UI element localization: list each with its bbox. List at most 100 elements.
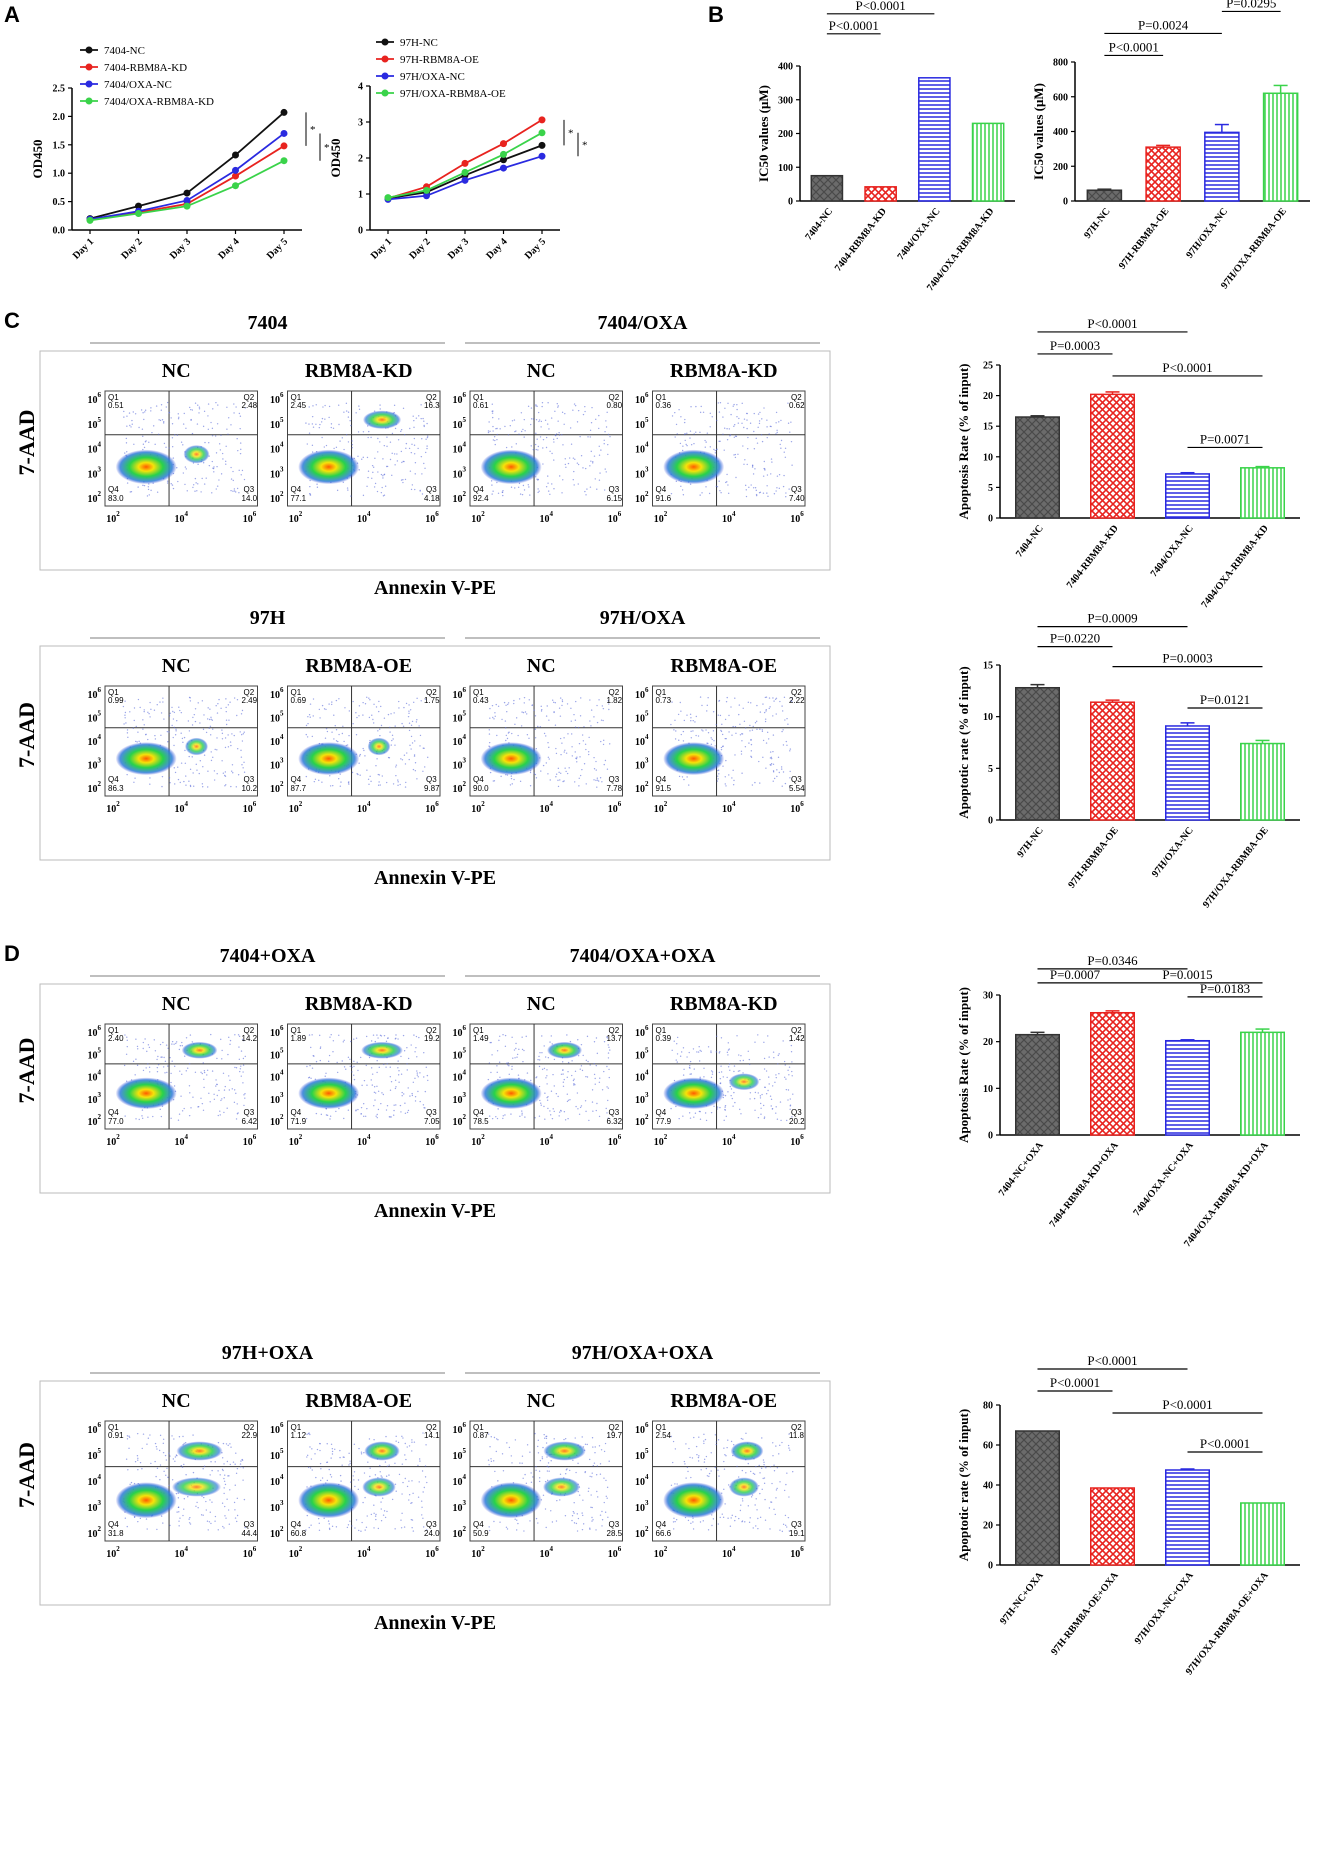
scatter-dot <box>225 1517 227 1519</box>
scatter-dot <box>237 774 240 776</box>
scatter-dot <box>427 756 429 759</box>
scatter-dot <box>570 733 573 735</box>
quadrant-label: Q4 <box>473 485 484 494</box>
x-tick-label: 102 <box>106 1133 120 1148</box>
scatter-dot <box>238 492 240 494</box>
scatter-dot <box>569 1040 572 1043</box>
scatter-dot <box>316 483 318 485</box>
scatter-dot <box>162 701 164 703</box>
scatter-dot <box>787 1099 789 1101</box>
scatter-dot <box>320 1479 322 1482</box>
scatter-dot <box>607 1099 609 1102</box>
x-tick-label: 104 <box>175 800 189 815</box>
scatter-dot <box>426 777 429 779</box>
scatter-dot <box>353 1065 355 1068</box>
y-tick-label: 106 <box>635 1421 649 1436</box>
scatter-dot <box>425 438 427 440</box>
scatter-dot <box>309 703 312 705</box>
scatter-dot <box>393 712 395 714</box>
scatter-dot <box>597 1496 599 1498</box>
scatter-dot <box>411 1519 414 1521</box>
scatter-dot <box>213 466 215 468</box>
scatter-dot <box>208 464 211 467</box>
scatter-dot <box>559 697 562 699</box>
scatter-dot <box>355 733 358 736</box>
scatter-dot <box>676 1483 678 1485</box>
scatter-dot <box>221 452 224 455</box>
scatter-dot <box>156 1467 159 1470</box>
scatter-dot <box>685 443 687 446</box>
scatter-dot <box>236 699 239 701</box>
scatter-dot <box>511 783 513 785</box>
scatter-dot <box>401 759 404 761</box>
scatter-dot <box>581 1528 584 1531</box>
scatter-dot <box>355 1519 358 1521</box>
scatter-dot <box>487 430 490 432</box>
scatter-dot <box>734 1515 737 1518</box>
quadrant-label: Q3 <box>426 775 437 784</box>
plot-subheader: RBM8A-KD <box>305 360 413 382</box>
quadrant-value: 2.22 <box>789 696 805 705</box>
scatter-dot <box>723 427 726 429</box>
scatter-dot <box>698 1110 701 1113</box>
quadrant-label: Q2 <box>244 1026 255 1035</box>
scatter-dot <box>365 1064 367 1067</box>
scatter-dot <box>557 767 560 770</box>
group-header: 7404/OXA+OXA <box>570 945 716 967</box>
scatter-dot <box>570 443 573 445</box>
scatter-dot <box>705 486 707 488</box>
scatter-dot <box>308 423 310 425</box>
scatter-dot <box>138 740 140 743</box>
scatter-dot <box>715 485 718 488</box>
x-tick-label: 104 <box>175 1133 189 1148</box>
scatter-dot <box>787 723 789 725</box>
scatter-dot <box>536 478 538 480</box>
scatter-dot <box>547 1096 549 1098</box>
scatter-dot <box>176 1511 178 1513</box>
data-point <box>538 141 546 149</box>
scatter-dot <box>147 1063 149 1065</box>
scatter-dot <box>171 1040 174 1043</box>
scatter-dot <box>492 490 494 492</box>
scatter-dot <box>397 781 399 783</box>
scatter-dot <box>555 752 558 755</box>
scatter-dot <box>539 1052 541 1054</box>
scatter-dot <box>142 443 145 445</box>
scatter-dot <box>242 767 244 769</box>
scatter-dot <box>509 784 512 786</box>
scatter-dot <box>369 699 371 701</box>
x-tick-label: 97H/OXA-NC <box>1150 825 1196 879</box>
quadrant-value: 6.42 <box>242 1117 258 1126</box>
scatter-dot <box>766 419 768 421</box>
scatter-dot <box>487 431 490 434</box>
scatter-dot <box>509 425 511 427</box>
scatter-dot <box>220 1099 222 1102</box>
scatter-dot <box>724 1094 727 1097</box>
scatter-dot <box>350 495 352 497</box>
quadrant-label: Q3 <box>426 1108 437 1117</box>
scatter-dot <box>609 435 611 438</box>
scatter-dot <box>168 1484 170 1487</box>
scatter-dot <box>541 708 543 711</box>
flow-plot-box <box>104 390 258 507</box>
scatter-dot <box>705 1119 708 1122</box>
scatter-dot <box>688 1112 691 1114</box>
scatter-dot <box>528 486 530 488</box>
quadrant-label: Q4 <box>473 1520 484 1529</box>
scatter-dot <box>714 745 716 747</box>
scatter-dot <box>782 1040 784 1042</box>
y-tick-label: 103 <box>453 1499 467 1514</box>
scatter-dot <box>686 714 688 716</box>
scatter-dot <box>751 784 754 786</box>
scatter-dot <box>772 1455 774 1457</box>
scatter-dot <box>414 1100 417 1102</box>
y-tick-label: 200 <box>778 129 793 140</box>
scatter-dot <box>489 717 491 719</box>
x-tick-label: 7404/OXA-NC <box>895 206 942 262</box>
scatter-dot <box>770 473 772 475</box>
scatter-dot <box>242 1479 244 1481</box>
scatter-dot <box>353 1038 355 1040</box>
scatter-dot <box>772 1442 774 1444</box>
scatter-dot <box>775 1076 777 1079</box>
scatter-dot <box>590 422 593 424</box>
